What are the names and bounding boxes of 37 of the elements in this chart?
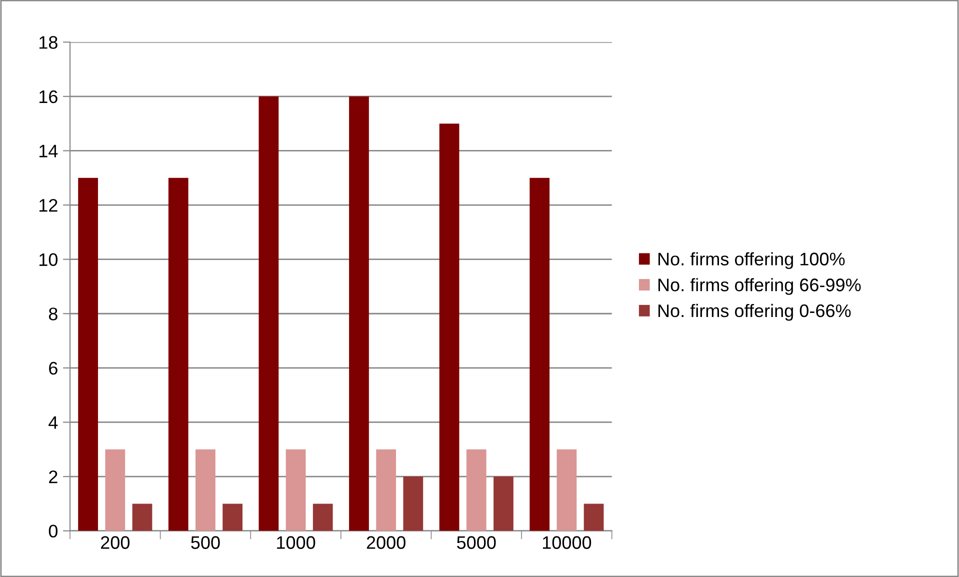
y-tick-label: 4: [48, 416, 58, 429]
y-tick-label: 10: [39, 253, 58, 266]
x-tick-label: 5000: [457, 536, 496, 549]
bar: [556, 449, 577, 531]
bar: [258, 96, 279, 531]
bar: [286, 449, 306, 531]
y-tick-label: 16: [39, 90, 58, 104]
x-tick-label: 500: [191, 536, 220, 549]
y-tick-label: 6: [49, 362, 58, 375]
bar: [132, 504, 152, 531]
bar: [466, 449, 486, 531]
x-tick-label: 2000: [366, 536, 406, 549]
y-tick-label: 12: [39, 198, 58, 212]
bar: [530, 178, 550, 531]
bar: [403, 476, 424, 531]
bar: [494, 476, 514, 531]
y-tick-label: 0: [48, 524, 58, 538]
bar: [105, 449, 126, 531]
bar: [78, 178, 98, 531]
bar: [584, 504, 604, 531]
y-tick-label: 18: [39, 36, 58, 49]
legend-label: No. firms offering 100%: [658, 252, 845, 270]
y-tick-label: 14: [39, 144, 58, 158]
x-tick-label: 10000: [542, 536, 592, 549]
x-tick-label: 200: [101, 536, 130, 549]
bar: [349, 96, 369, 531]
legend-label: No. firms offering 66-99%: [658, 278, 861, 295]
y-tick-label: 8: [48, 308, 58, 320]
y-tick-label: 2: [49, 470, 58, 484]
legend-label: No. firms offering 0-66%: [658, 304, 851, 321]
bar: [312, 504, 333, 531]
bar: [376, 449, 396, 531]
bar: [222, 504, 242, 531]
bar: [168, 178, 188, 531]
x-tick-label: 1000: [277, 536, 316, 549]
bar: [196, 449, 216, 531]
bar: [439, 124, 460, 531]
